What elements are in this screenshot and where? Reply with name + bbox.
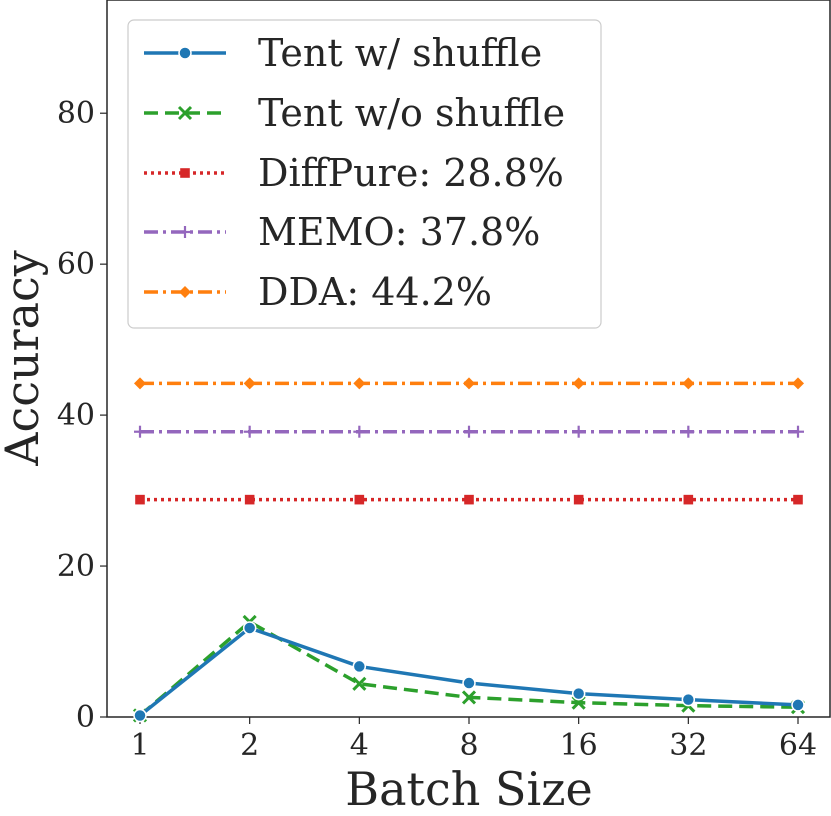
data-point — [462, 676, 476, 690]
x-axis-label: Batch Size — [345, 762, 592, 816]
data-point — [180, 168, 190, 178]
y-tick-label: 20 — [57, 549, 95, 584]
data-point — [133, 708, 147, 723]
data-point — [134, 425, 146, 438]
data-point-stroke — [461, 690, 477, 705]
legend-label: Tent w/o shuffle — [258, 91, 565, 135]
y-tick-label: 60 — [57, 247, 95, 282]
legend-label: DiffPure: 28.8% — [258, 151, 564, 195]
legend-label: MEMO: 37.8% — [258, 210, 540, 254]
series-diffpure-28-8 — [135, 494, 803, 505]
y-axis-ticks: 0 20 40 60 80 — [57, 96, 107, 735]
data-point — [792, 425, 804, 438]
y-tick-label: 80 — [57, 96, 95, 131]
data-point — [177, 105, 193, 121]
data-point — [682, 425, 695, 438]
data-point — [354, 494, 365, 505]
data-point — [242, 621, 257, 635]
data-point — [573, 494, 584, 505]
legend-entry: Tent w/ shuffle — [144, 31, 542, 75]
x-tick-label: 8 — [459, 728, 478, 763]
data-point — [244, 494, 255, 505]
data-point — [461, 690, 477, 705]
x-tick-label: 4 — [350, 728, 369, 763]
legend-entry: Tent w/o shuffle — [144, 91, 565, 135]
data-point — [463, 425, 475, 438]
data-point — [572, 377, 585, 390]
data-point — [682, 377, 695, 390]
y-tick-label: 40 — [57, 398, 95, 433]
series-layer — [132, 377, 806, 723]
x-tick-label: 1 — [130, 728, 149, 763]
data-point — [353, 377, 366, 390]
data-point — [243, 425, 256, 438]
data-point — [352, 676, 367, 691]
x-tick-label: 32 — [669, 728, 707, 763]
data-point — [178, 46, 192, 60]
data-point-stroke — [177, 105, 193, 121]
x-tick-label: 2 — [240, 728, 259, 763]
series-dda-44-2 — [134, 377, 804, 390]
data-point — [572, 425, 585, 438]
legend-entry: DDA: 44.2% — [144, 270, 492, 314]
legend-entry: DiffPure: 28.8% — [144, 151, 564, 195]
series-tent-w-shuffle — [133, 621, 805, 723]
data-point — [179, 286, 191, 298]
x-axis-ticks: 1 2 4 8 16 32 64 — [130, 717, 817, 763]
series-memo-37-8 — [134, 425, 804, 438]
legend: Tent w/ shuffle Tent w/o shuffle DiffPure:… — [127, 19, 602, 329]
legend-label: Tent w/ shuffle — [258, 31, 542, 75]
legend-box — [127, 19, 602, 329]
data-point — [134, 377, 146, 390]
data-point — [683, 494, 694, 505]
data-point — [353, 425, 366, 438]
data-point — [571, 686, 586, 701]
legend-label: DDA: 44.2% — [258, 270, 492, 314]
y-tick-label: 0 — [76, 700, 95, 735]
data-point — [179, 226, 191, 238]
data-point — [681, 692, 696, 707]
x-tick-label: 16 — [560, 728, 598, 763]
data-point — [463, 377, 475, 390]
y-axis-label: Accuracy — [0, 250, 49, 467]
data-point-stroke — [352, 676, 367, 691]
data-point — [464, 494, 474, 505]
data-point — [243, 377, 256, 390]
data-point — [352, 659, 367, 674]
data-point — [791, 698, 805, 712]
data-point — [135, 494, 145, 505]
legend-entry: MEMO: 37.8% — [144, 210, 540, 254]
data-point — [792, 377, 804, 390]
x-tick-label: 64 — [779, 728, 817, 763]
data-point — [793, 494, 803, 505]
